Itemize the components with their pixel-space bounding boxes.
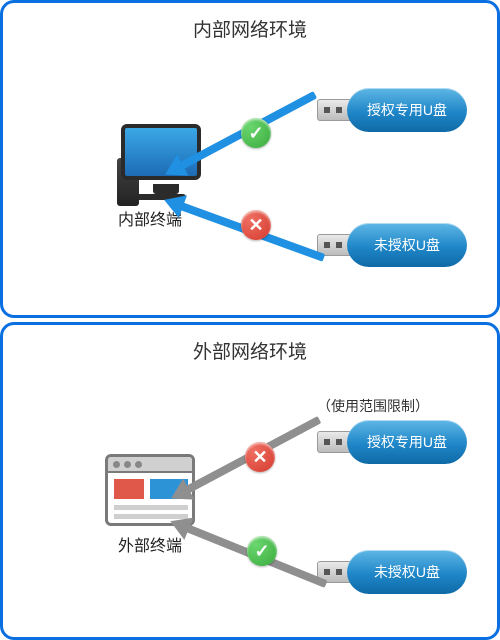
panel-title-internal: 内部网络环境 (3, 3, 497, 48)
terminal-internal: 内部终端 (95, 124, 205, 230)
usb-body: 未授权U盘 (347, 223, 467, 267)
usb-label: 授权专用U盘 (367, 100, 447, 120)
usb-label: 授权专用U盘 (367, 432, 447, 452)
check-icon: ✓ (241, 118, 271, 148)
usb-body: 未授权U盘 (347, 550, 467, 594)
panel-title-external: 外部网络环境 (3, 325, 497, 370)
pc-monitor-icon (121, 124, 201, 180)
usb-plug-icon (317, 99, 351, 121)
usb-label: 未授权U盘 (374, 562, 440, 582)
terminal-label-external: 外部终端 (95, 532, 205, 556)
panel-external: 外部网络环境 外部终端 （使用范围限制） 授权专用U盘 未授权U盘 (0, 322, 500, 640)
diagram-external: 外部终端 （使用范围限制） 授权专用U盘 未授权U盘 ✕ ✓ (3, 370, 497, 630)
terminal-external: 外部终端 (95, 454, 205, 556)
usb-body: 授权专用U盘 (347, 88, 467, 132)
usb-unauthorized: 未授权U盘 (317, 223, 467, 267)
check-icon: ✓ (247, 536, 277, 566)
panel-internal: 内部网络环境 内部终端 授权专用U盘 未授权U盘 (0, 0, 500, 318)
usb-label: 未授权U盘 (374, 235, 440, 255)
usb-plug-icon (317, 431, 351, 453)
cross-icon: ✕ (245, 442, 275, 472)
diagram-root: 内部网络环境 内部终端 授权专用U盘 未授权U盘 (0, 0, 500, 640)
cross-icon: ✕ (241, 210, 271, 240)
usb-authorized: 授权专用U盘 (317, 88, 467, 132)
usb-body: 授权专用U盘 (347, 420, 467, 464)
usb-unauthorized: 未授权U盘 (317, 550, 467, 594)
usage-limit-note: （使用范围限制） (317, 396, 429, 416)
usb-authorized: 授权专用U盘 (317, 420, 467, 464)
diagram-internal: 内部终端 授权专用U盘 未授权U盘 ✓ ✕ (3, 48, 497, 308)
